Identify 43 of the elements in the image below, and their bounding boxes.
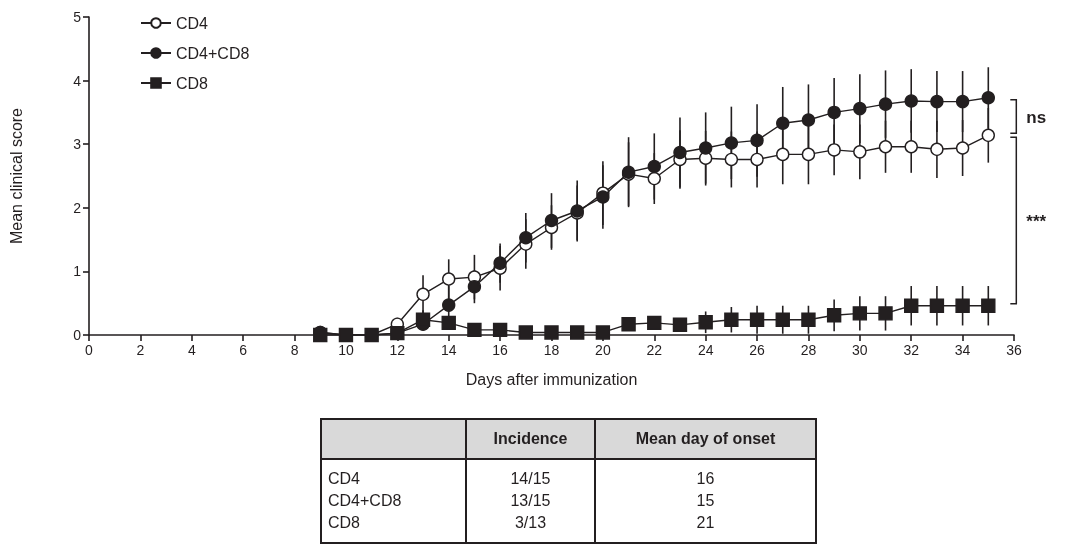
y-axis-title: Mean clinical score bbox=[7, 107, 25, 245]
x-tick-label: 32 bbox=[903, 342, 920, 358]
y-tick-label: 5 bbox=[73, 9, 82, 25]
data-label: 15 bbox=[595, 490, 816, 512]
x-tick-label: 34 bbox=[954, 342, 971, 358]
x-tick-label: 16 bbox=[492, 342, 509, 358]
x-tick-label: 8 bbox=[290, 342, 299, 358]
category-label: CD4+CD8 bbox=[321, 490, 466, 512]
y-tick-label: 0 bbox=[73, 327, 82, 343]
text: 3/13 bbox=[466, 512, 595, 543]
text: Mean day of onset bbox=[595, 419, 816, 459]
x-tick-label: 30 bbox=[852, 342, 868, 358]
x-tick-label: 20 bbox=[595, 342, 611, 358]
y-tick-label: 1 bbox=[73, 263, 82, 280]
category-label: CD4 bbox=[321, 459, 466, 490]
text: Incidence bbox=[466, 419, 595, 459]
category-label: CD8 bbox=[321, 512, 466, 543]
x-tick-label: 26 bbox=[749, 342, 766, 358]
x-tick-label: 36 bbox=[1006, 342, 1022, 358]
x-tick-label: 28 bbox=[800, 342, 817, 358]
text: 14/15 bbox=[466, 459, 595, 490]
data-label: 21 bbox=[595, 512, 816, 543]
x-tick-label: 4 bbox=[187, 342, 196, 358]
x-tick-label: 22 bbox=[646, 342, 663, 358]
x-axis-title: Days after immunization bbox=[465, 370, 638, 388]
legend-label: CD4 bbox=[176, 14, 209, 32]
y-tick-label: 4 bbox=[73, 72, 82, 89]
x-tick-label: 18 bbox=[543, 342, 560, 358]
y-tick-label: 2 bbox=[73, 199, 82, 216]
x-tick-label: 12 bbox=[389, 342, 406, 358]
x-tick-label: 0 bbox=[85, 342, 94, 358]
text: *** bbox=[1026, 211, 1047, 231]
x-tick-label: 14 bbox=[440, 342, 457, 358]
text: ns bbox=[1026, 107, 1047, 127]
x-tick-label: 24 bbox=[697, 342, 714, 358]
x-tick-label: 6 bbox=[239, 342, 248, 358]
y-tick-label: 3 bbox=[73, 136, 82, 153]
x-tick-label: 10 bbox=[338, 342, 354, 358]
x-tick-label: 2 bbox=[136, 342, 145, 358]
data-label: 16 bbox=[595, 459, 816, 490]
text: 13/15 bbox=[466, 490, 595, 512]
legend-label: CD8 bbox=[176, 74, 209, 92]
legend-label: CD4+CD8 bbox=[176, 44, 250, 62]
